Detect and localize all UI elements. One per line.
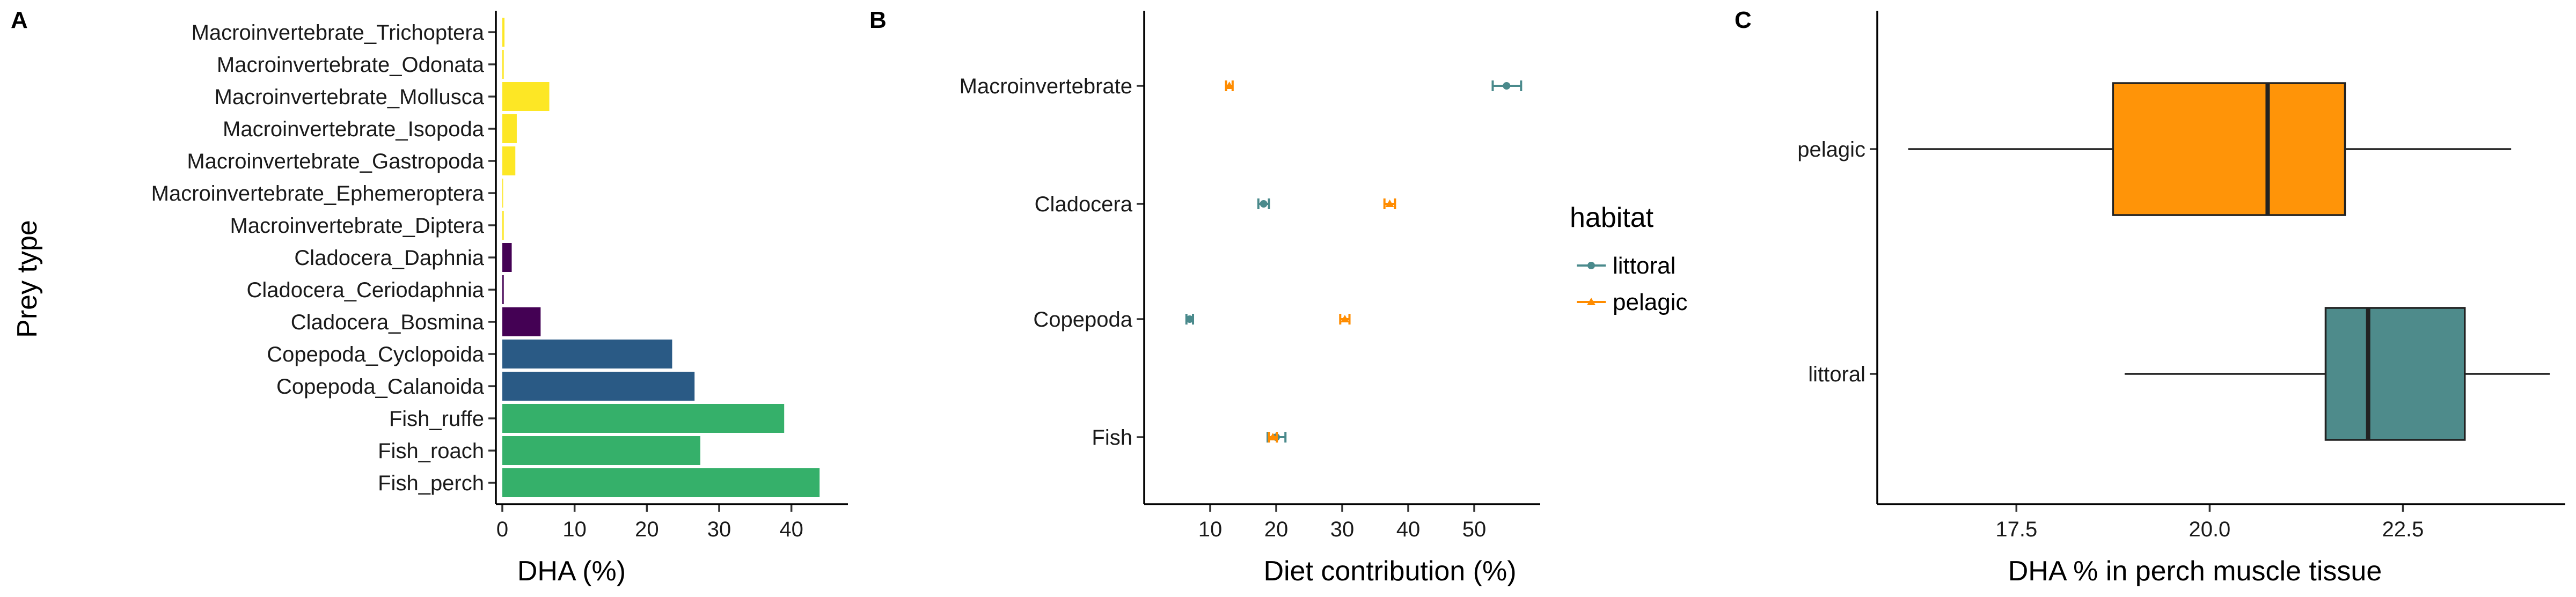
category-label: pelagic — [1797, 138, 1865, 161]
x-tick-label: 20.0 — [2189, 518, 2230, 541]
panel-c-label: C — [1735, 7, 1752, 33]
bar — [502, 18, 505, 47]
panel-a-ylabel: Prey type — [12, 220, 43, 338]
x-tick-label: 20 — [635, 518, 659, 541]
bar — [502, 146, 516, 175]
x-tick-label: 17.5 — [1995, 518, 2037, 541]
panel-b-x-ticks: 10 20 30 40 50 — [1198, 504, 1487, 541]
x-tick-label: 10 — [562, 518, 587, 541]
panel-b-points — [1185, 80, 1523, 443]
x-tick-label: 0 — [496, 518, 508, 541]
panel-c: C DHA % in perch muscle tissue pelagic li… — [1735, 7, 2565, 587]
category-label: Macroinvertebrate_Diptera — [230, 214, 484, 238]
category-label: Fish — [1092, 426, 1132, 449]
category-label: Macroinvertebrate_Mollusca — [215, 85, 485, 109]
data-point — [1225, 82, 1234, 89]
bar — [502, 307, 541, 336]
bar — [502, 275, 504, 304]
category-label: Macroinvertebrate_Odonata — [217, 53, 485, 77]
panel-c-xlabel: DHA % in perch muscle tissue — [2008, 556, 2382, 587]
category-label: Fish_ruffe — [389, 407, 484, 431]
panel-c-boxes — [1908, 82, 2550, 441]
bar — [502, 468, 820, 497]
category-label: Cladocera — [1035, 193, 1133, 216]
box — [2324, 307, 2466, 441]
category-label: Macroinvertebrate_Trichoptera — [192, 21, 485, 45]
legend-label: pelagic — [1613, 289, 1687, 315]
panel-c-x-ticks: 17.5 20.0 22.5 — [1995, 504, 2424, 541]
bar — [502, 114, 517, 143]
legend-key-marker — [1587, 298, 1596, 305]
panel-b-legend: habitat littoral pelagic — [1570, 202, 1687, 315]
panel-b-xlabel: Diet contribution (%) — [1263, 556, 1516, 587]
category-label: Copepoda_Calanoida — [276, 375, 485, 399]
bar — [502, 340, 672, 368]
category-label: Macroinvertebrate_Isopoda — [223, 117, 485, 141]
bar — [502, 404, 785, 433]
x-tick-label: 20 — [1264, 518, 1289, 541]
x-tick-label: 40 — [779, 518, 803, 541]
category-label: littoral — [1808, 363, 1865, 386]
category-label: Macroinvertebrate — [960, 75, 1132, 98]
legend-label: littoral — [1613, 253, 1675, 279]
data-point — [1260, 200, 1268, 208]
legend-key-marker — [1587, 262, 1595, 269]
category-label: Macroinvertebrate_Ephemeroptera — [151, 182, 485, 205]
panel-b-label: B — [869, 7, 887, 33]
category-label: Fish_roach — [378, 439, 484, 463]
category-label: Macroinvertebrate_Gastropoda — [187, 150, 484, 173]
category-label: Copepoda_Cyclopoida — [267, 343, 485, 366]
category-label: Cladocera_Bosmina — [291, 311, 485, 334]
x-tick-label: 22.5 — [2382, 518, 2424, 541]
data-point — [1340, 315, 1349, 322]
bar — [502, 179, 503, 208]
box — [2112, 82, 2346, 216]
data-point — [1503, 82, 1511, 90]
legend-title: habitat — [1570, 202, 1654, 233]
panel-b: B Diet contribution (%) Macroinvertebrat… — [869, 7, 1687, 587]
panel-b-category-labels: Macroinvertebrate Cladocera Copepoda Fish — [960, 75, 1144, 449]
panel-a-label: A — [11, 7, 28, 33]
bar — [502, 243, 512, 272]
category-label: Fish_perch — [378, 471, 484, 495]
bar — [502, 82, 550, 111]
x-tick-label: 10 — [1198, 518, 1223, 541]
data-point — [1185, 315, 1194, 323]
panel-a-x-ticks: 0 10 20 30 40 — [496, 504, 803, 541]
panel-a-xlabel: DHA (%) — [517, 556, 626, 587]
x-tick-label: 50 — [1462, 518, 1487, 541]
data-point — [1268, 433, 1277, 440]
bar — [502, 211, 504, 240]
category-label: Cladocera_Daphnia — [294, 246, 484, 270]
panel-a-bars — [502, 18, 820, 497]
bar — [502, 50, 504, 79]
x-tick-label: 30 — [707, 518, 731, 541]
panel-a: A Prey type DHA (%) Macroinvertebrate_Tr… — [11, 7, 848, 587]
panel-a-category-labels: Macroinvertebrate_Trichoptera Macroinvert… — [151, 21, 496, 495]
bar — [502, 372, 695, 401]
category-label: Cladocera_Ceriodaphnia — [246, 278, 484, 302]
x-tick-label: 40 — [1396, 518, 1421, 541]
x-tick-label: 30 — [1330, 518, 1355, 541]
bar — [502, 436, 700, 465]
category-label: Copepoda — [1033, 308, 1132, 331]
panel-c-category-labels: pelagic littoral — [1797, 138, 1877, 386]
data-point — [1385, 200, 1394, 207]
